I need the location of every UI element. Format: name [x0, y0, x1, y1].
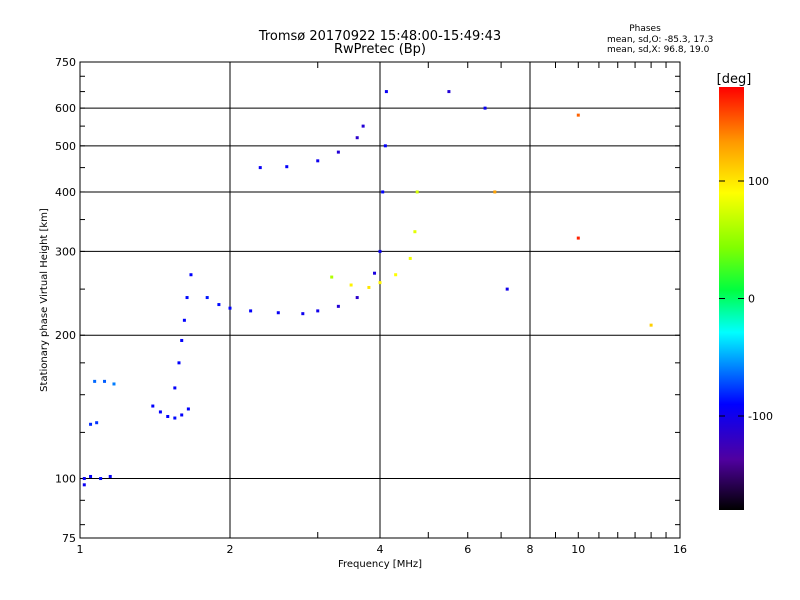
data-point	[205, 296, 209, 300]
data-point	[367, 285, 371, 289]
phases-o-mode-stats: mean, sd,O: -85.3, 17.3	[607, 35, 713, 45]
data-point	[180, 413, 184, 417]
data-point	[228, 306, 232, 310]
colorbar-tick-label: -100	[748, 410, 773, 423]
data-point	[82, 483, 86, 487]
data-point	[336, 150, 340, 154]
data-point	[378, 281, 382, 285]
y-axis-label: Stationary phase Virtual Height [km]	[39, 208, 50, 392]
data-point	[483, 106, 487, 110]
data-point	[336, 304, 340, 308]
data-point	[182, 318, 186, 322]
data-point	[415, 190, 419, 194]
y-tick-label: 600	[55, 102, 76, 115]
data-point	[447, 90, 451, 94]
data-point	[394, 273, 398, 277]
data-point	[173, 416, 177, 420]
data-point	[316, 309, 320, 313]
data-point	[186, 407, 190, 411]
phases-x-mode-stats: mean, sd,X: 96.8, 19.0	[607, 45, 710, 55]
data-point	[89, 422, 93, 426]
x-tick-label: 4	[377, 543, 384, 556]
data-point	[166, 414, 170, 418]
data-point	[185, 296, 189, 300]
y-tick-label: 300	[55, 245, 76, 258]
x-axis-label: Frequency [MHz]	[338, 559, 422, 570]
data-point	[505, 287, 509, 291]
data-point	[493, 190, 497, 194]
data-point	[173, 386, 177, 390]
data-point	[383, 144, 387, 148]
data-point	[316, 159, 320, 163]
data-point	[349, 283, 353, 287]
data-point	[413, 230, 417, 234]
data-point	[355, 136, 359, 140]
y-tick-label: 100	[55, 473, 76, 486]
data-point	[89, 474, 93, 478]
data-point	[285, 165, 289, 169]
plot-frame	[79, 61, 681, 539]
colorbar-unit-label: [deg]	[717, 72, 752, 87]
data-point	[408, 256, 412, 260]
y-tick-label: 500	[55, 140, 76, 153]
phases-heading: Phases	[629, 24, 661, 34]
data-point	[93, 379, 97, 383]
data-point	[276, 311, 280, 315]
data-points	[82, 90, 653, 487]
data-point	[373, 271, 377, 275]
x-tick-label: 10	[571, 543, 585, 556]
data-point	[378, 249, 382, 253]
axis-ticks: 1 2 4 6 8 10 16 75 100 200 300 400 500 600 750	[55, 56, 687, 556]
y-tick-label: 75	[62, 532, 76, 545]
grid-lines	[80, 62, 680, 538]
data-point	[108, 474, 112, 478]
data-point	[95, 421, 99, 425]
data-point	[384, 90, 388, 94]
data-point	[576, 236, 580, 240]
data-point	[258, 166, 262, 170]
x-tick-label: 1	[77, 543, 84, 556]
data-point	[189, 273, 193, 277]
chart-subtitle: RwPretec (Bp)	[334, 42, 426, 57]
data-point	[217, 303, 221, 307]
chart-title: Tromsø 20170922 15:48:00-15:49:43	[258, 29, 501, 44]
colorbar-tick-label: 0	[748, 293, 755, 306]
x-tick-label: 16	[673, 543, 687, 556]
data-point	[99, 477, 103, 481]
data-point	[301, 312, 305, 316]
data-point	[355, 296, 359, 300]
data-point	[151, 404, 155, 408]
data-point	[82, 477, 86, 481]
data-point	[112, 382, 116, 386]
data-point	[177, 361, 181, 365]
data-point	[158, 410, 162, 414]
y-tick-label: 400	[55, 186, 76, 199]
data-point	[576, 113, 580, 117]
data-point	[361, 124, 365, 128]
x-tick-label: 2	[227, 543, 234, 556]
colorbar-tick-label: 100	[748, 175, 769, 188]
data-point	[649, 323, 653, 327]
data-point	[103, 379, 107, 383]
y-tick-label: 750	[55, 56, 76, 69]
data-point	[381, 190, 385, 194]
x-tick-label: 6	[464, 543, 471, 556]
y-tick-label: 200	[55, 329, 76, 342]
data-point	[330, 275, 334, 279]
data-point	[249, 309, 253, 313]
colorbar-ticks: 100 0 -100	[719, 175, 773, 423]
data-point	[180, 338, 184, 342]
x-tick-label: 8	[527, 543, 534, 556]
